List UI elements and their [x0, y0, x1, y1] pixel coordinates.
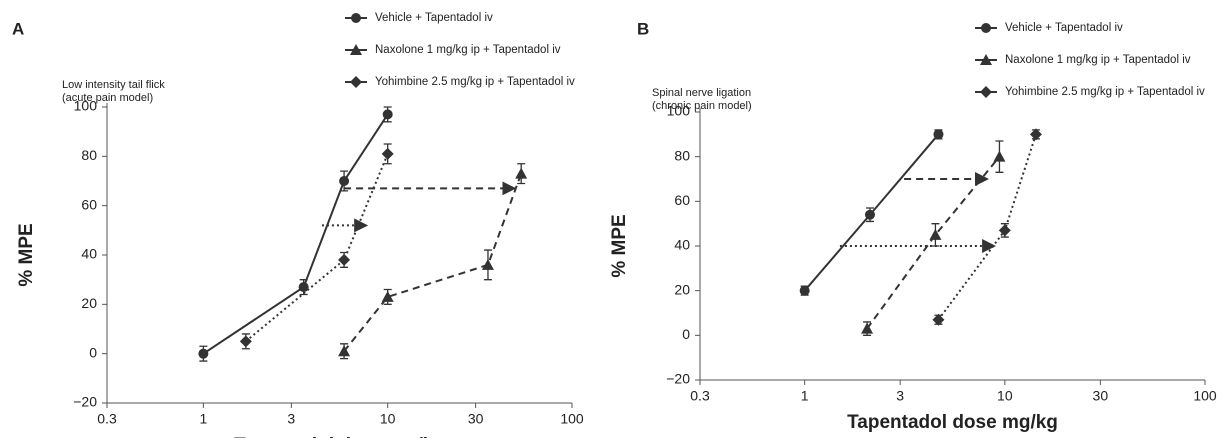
x-tick-label: 10 — [380, 411, 396, 427]
x-tick-label: 1 — [801, 388, 809, 404]
data-point — [198, 348, 209, 359]
series-line — [866, 156, 1001, 330]
data-point — [381, 290, 394, 302]
y-tick-label: 40 — [674, 237, 690, 253]
legend-marker — [351, 13, 361, 23]
data-point — [239, 335, 252, 348]
x-tick-label: 30 — [468, 411, 484, 427]
x-tick-label: 10 — [997, 388, 1013, 404]
x-tick-label: 100 — [560, 411, 584, 427]
data-point — [298, 282, 309, 293]
series-line — [343, 173, 523, 352]
series-line — [245, 153, 389, 343]
legend-label: Yohimbine 2.5 mg/kg ip + Tapentadol iv — [375, 76, 575, 88]
data-point — [799, 285, 810, 296]
data-point — [338, 345, 351, 357]
annotation: Low intensity tail flick — [62, 79, 165, 91]
y-tick-label: 20 — [674, 281, 690, 297]
y-tick-label: 0 — [682, 326, 690, 342]
y-tick-label: 60 — [81, 196, 97, 212]
x-tick-label: 30 — [1093, 388, 1109, 404]
data-point — [339, 176, 350, 186]
legend-marker — [980, 54, 992, 65]
legend-marker — [981, 23, 991, 33]
y-axis-label: % MPE — [609, 214, 630, 277]
data-point — [993, 150, 1006, 162]
data-point — [864, 209, 875, 220]
data-point — [861, 322, 874, 334]
y-axis-label: % MPE — [16, 223, 37, 286]
legend-marker — [350, 76, 362, 88]
y-tick-label: 40 — [81, 246, 97, 262]
data-point — [338, 253, 351, 266]
legend-label: Naxolone 1 mg/kg ip + Tapentadol iv — [1005, 54, 1191, 66]
y-tick-label: −20 — [73, 394, 97, 410]
panel-label: B — [637, 19, 649, 38]
series-line — [202, 113, 389, 355]
annotation: Spinal nerve ligation — [652, 87, 751, 99]
annotation: (chronic pain model) — [652, 100, 752, 112]
data-point — [1029, 128, 1042, 141]
y-tick-label: 80 — [81, 147, 97, 163]
data-point — [515, 167, 528, 179]
data-point — [932, 313, 945, 326]
y-tick-label: −20 — [666, 371, 690, 387]
y-tick-label: 100 — [74, 98, 98, 114]
x-tick-label: 0.3 — [690, 388, 710, 404]
y-tick-label: 0 — [89, 344, 97, 360]
x-tick-label: 3 — [896, 388, 904, 404]
y-tick-label: 80 — [674, 147, 690, 163]
annotation: (acute pain model) — [62, 92, 153, 104]
data-point — [933, 129, 944, 140]
data-point — [382, 109, 393, 120]
data-point — [998, 224, 1011, 237]
legend-label: Vehicle + Tapentadol iv — [375, 12, 493, 24]
legend-label: Naxolone 1 mg/kg ip + Tapentadol iv — [375, 44, 561, 56]
data-point — [929, 228, 942, 240]
x-tick-label: 100 — [1193, 388, 1217, 404]
x-tick-label: 3 — [287, 411, 295, 427]
x-tick-label: 0.3 — [97, 411, 117, 427]
x-axis-label: Tapentadol dose mg/kg — [847, 412, 1058, 433]
legend-marker — [980, 86, 992, 98]
y-tick-label: 20 — [81, 295, 97, 311]
x-tick-label: 1 — [199, 411, 207, 427]
y-tick-label: 100 — [667, 103, 691, 119]
series-line — [937, 134, 1037, 321]
panel-label: A — [12, 19, 24, 38]
data-point — [481, 258, 494, 270]
legend-marker — [350, 44, 362, 55]
y-tick-label: 60 — [674, 192, 690, 208]
data-point — [381, 147, 394, 160]
legend-label: Vehicle + Tapentadol iv — [1005, 22, 1123, 34]
legend-label: Yohimbine 2.5 mg/kg ip + Tapentadol iv — [1005, 86, 1205, 98]
